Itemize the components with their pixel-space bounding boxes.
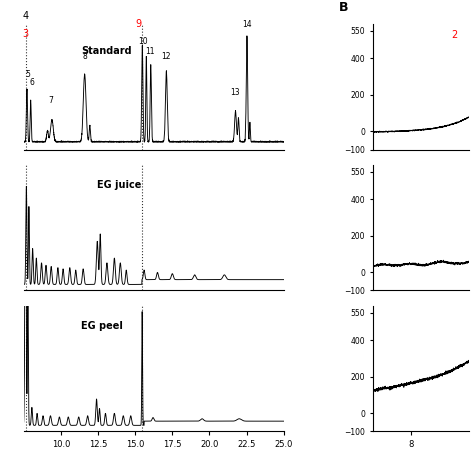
Text: EG peel: EG peel — [81, 320, 123, 331]
Text: 3: 3 — [22, 29, 28, 39]
Text: 11: 11 — [146, 47, 155, 56]
Text: EG juice: EG juice — [97, 180, 141, 190]
Text: 7: 7 — [49, 97, 54, 106]
Text: 8: 8 — [82, 53, 87, 62]
Text: 12: 12 — [162, 53, 171, 62]
Text: Standard: Standard — [81, 46, 132, 56]
Text: 14: 14 — [243, 20, 252, 29]
Text: 10: 10 — [138, 37, 148, 46]
Text: 5: 5 — [26, 70, 30, 79]
Text: 4: 4 — [22, 11, 28, 21]
Text: 13: 13 — [230, 88, 239, 97]
Text: B: B — [339, 0, 349, 14]
Text: 9: 9 — [136, 19, 142, 29]
Text: 6: 6 — [29, 78, 34, 87]
Text: 2: 2 — [451, 30, 458, 40]
